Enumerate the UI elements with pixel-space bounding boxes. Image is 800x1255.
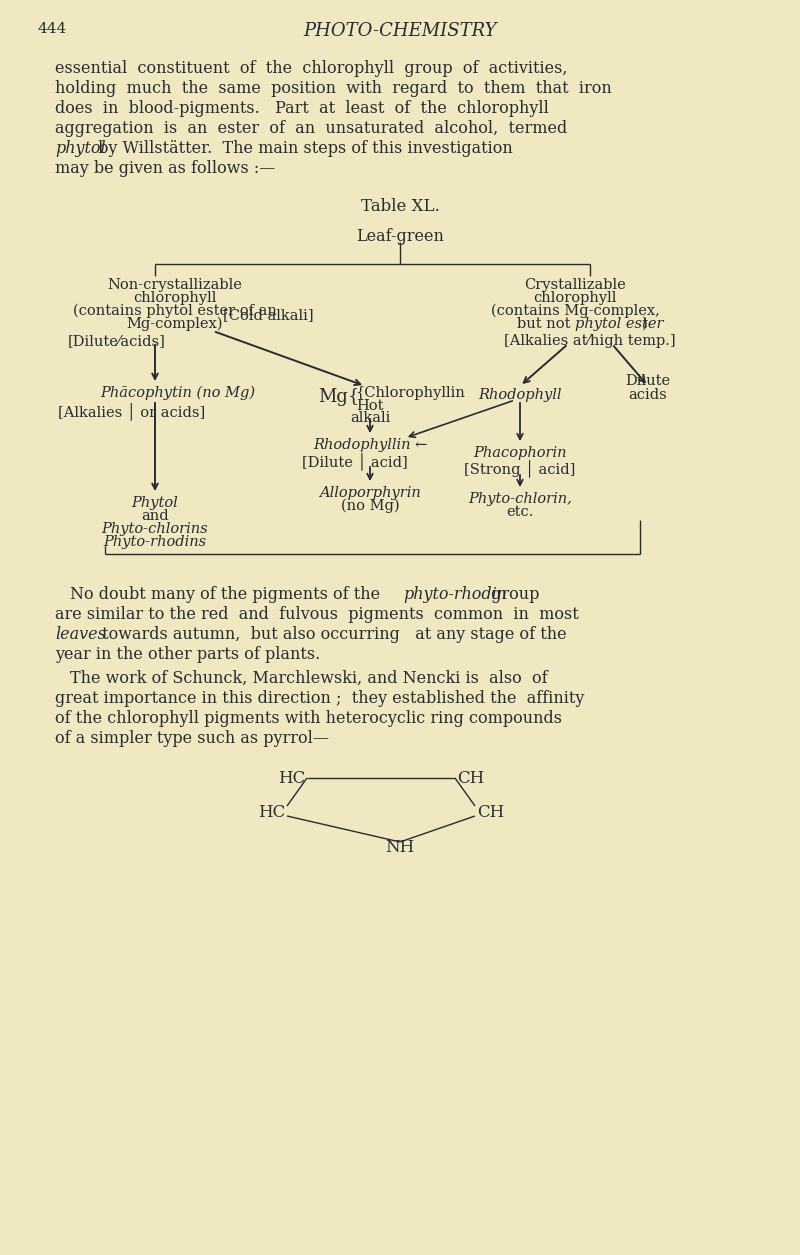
Text: but not: but not — [517, 318, 575, 331]
Text: Hot: Hot — [356, 399, 384, 413]
Text: Rhodophyllin ←: Rhodophyllin ← — [313, 438, 427, 452]
Text: aggregation  is  an  ester  of  an  unsaturated  alcohol,  termed: aggregation is an ester of an unsaturate… — [55, 120, 567, 137]
Text: [Cold alkali]: [Cold alkali] — [222, 307, 314, 323]
Text: No doubt many of the pigments of the: No doubt many of the pigments of the — [70, 586, 386, 602]
Text: alkali: alkali — [350, 410, 390, 425]
Text: ): ) — [642, 318, 648, 331]
Text: Crystallizable: Crystallizable — [524, 279, 626, 292]
Text: Phytol: Phytol — [132, 496, 178, 510]
Text: PHOTO-CHEMISTRY: PHOTO-CHEMISTRY — [303, 23, 497, 40]
Text: 444: 444 — [38, 23, 67, 36]
Text: [Strong │ acid]: [Strong │ acid] — [464, 459, 576, 477]
Text: chlorophyll: chlorophyll — [134, 291, 217, 305]
Text: towards autumn,  but also occurring   at any stage of the: towards autumn, but also occurring at an… — [97, 626, 566, 643]
Text: chlorophyll: chlorophyll — [534, 291, 617, 305]
Text: [Alkalies │ or acids]: [Alkalies │ or acids] — [58, 402, 206, 420]
Text: Mg{: Mg{ — [318, 388, 359, 407]
Text: etc.: etc. — [506, 505, 534, 520]
Text: (contains phytol ester of an: (contains phytol ester of an — [73, 304, 277, 319]
Text: Phacophorin: Phacophorin — [474, 446, 566, 461]
Text: {Chlorophyllin: {Chlorophyllin — [355, 387, 465, 400]
Text: Phyto-chlorin,: Phyto-chlorin, — [468, 492, 572, 506]
Text: [Alkalies at⁄high temp.]: [Alkalies at⁄high temp.] — [504, 334, 676, 348]
Text: Phyto-rhodins: Phyto-rhodins — [103, 535, 206, 548]
Text: does  in  blood-pigments.   Part  at  least  of  the  chlorophyll: does in blood-pigments. Part at least of… — [55, 100, 549, 117]
Text: of the chlorophyll pigments with heterocyclic ring compounds: of the chlorophyll pigments with heteroc… — [55, 710, 562, 727]
Text: of a simpler type such as pyrrol—: of a simpler type such as pyrrol— — [55, 730, 329, 747]
Text: great importance in this direction ;  they established the  affinity: great importance in this direction ; the… — [55, 690, 584, 707]
Text: phytol ester: phytol ester — [575, 318, 663, 331]
Text: HC: HC — [278, 771, 305, 787]
Text: phyto-rhodin: phyto-rhodin — [403, 586, 507, 602]
Text: Alloporphyrin: Alloporphyrin — [319, 486, 421, 499]
Text: CH: CH — [457, 771, 484, 787]
Text: Leaf-green: Leaf-green — [356, 228, 444, 245]
Text: [Dilute⁄acids]: [Dilute⁄acids] — [68, 334, 166, 348]
Text: (contains Mg-complex,: (contains Mg-complex, — [490, 304, 659, 319]
Text: group: group — [486, 586, 539, 602]
Text: may be given as follows :—: may be given as follows :— — [55, 159, 275, 177]
Text: NH: NH — [386, 840, 414, 856]
Text: year in the other parts of plants.: year in the other parts of plants. — [55, 646, 320, 663]
Text: holding  much  the  same  position  with  regard  to  them  that  iron: holding much the same position with rega… — [55, 80, 612, 97]
Text: Dilute: Dilute — [626, 374, 670, 388]
Text: Rhodophyll: Rhodophyll — [478, 388, 562, 402]
Text: HC: HC — [258, 804, 285, 821]
Text: acids: acids — [629, 388, 667, 402]
Text: by Willstätter.  The main steps of this investigation: by Willstätter. The main steps of this i… — [93, 141, 513, 157]
Text: leaves: leaves — [55, 626, 106, 643]
Text: (no Mg): (no Mg) — [341, 499, 399, 513]
Text: are similar to the red  and  fulvous  pigments  common  in  most: are similar to the red and fulvous pigme… — [55, 606, 578, 622]
Text: [Dilute │ acid]: [Dilute │ acid] — [302, 452, 408, 469]
Text: The work of Schunck, Marchlewski, and Nencki is  also  of: The work of Schunck, Marchlewski, and Ne… — [70, 670, 548, 686]
Text: Table XL.: Table XL. — [361, 198, 439, 215]
Text: Phācophytin (no Mg): Phācophytin (no Mg) — [101, 387, 255, 400]
Text: phytol: phytol — [55, 141, 106, 157]
Text: Mg-complex): Mg-complex) — [126, 318, 223, 331]
Text: Non-crystallizable: Non-crystallizable — [107, 279, 242, 292]
Text: essential  constituent  of  the  chlorophyll  group  of  activities,: essential constituent of the chlorophyll… — [55, 60, 567, 77]
Text: Phyto-chlorins: Phyto-chlorins — [102, 522, 208, 536]
Text: CH: CH — [477, 804, 504, 821]
Text: and: and — [141, 510, 169, 523]
